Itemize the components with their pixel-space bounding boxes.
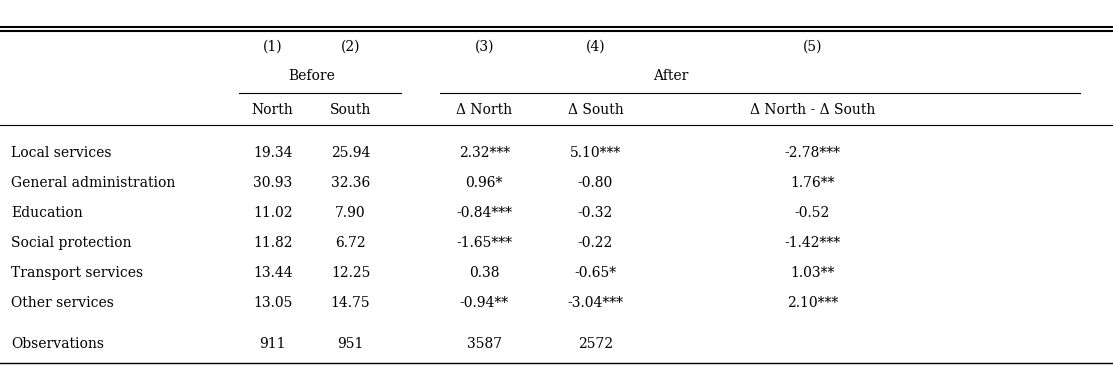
Text: 11.02: 11.02 [253, 206, 293, 220]
Text: Before: Before [288, 68, 335, 83]
Text: 32.36: 32.36 [331, 176, 371, 190]
Text: Δ North: Δ North [456, 103, 512, 117]
Text: 1.76**: 1.76** [790, 176, 835, 190]
Text: -1.42***: -1.42*** [785, 236, 840, 250]
Text: 1.03**: 1.03** [790, 266, 835, 280]
Text: Social protection: Social protection [11, 236, 131, 250]
Text: 11.82: 11.82 [253, 236, 293, 250]
Text: 19.34: 19.34 [253, 146, 293, 160]
Text: 13.05: 13.05 [253, 296, 293, 310]
Text: Education: Education [11, 206, 82, 220]
Text: -0.32: -0.32 [578, 206, 613, 220]
Text: -0.80: -0.80 [578, 176, 613, 190]
Text: (3): (3) [474, 40, 494, 54]
Text: 25.94: 25.94 [331, 146, 371, 160]
Text: 6.72: 6.72 [335, 236, 366, 250]
Text: 2.10***: 2.10*** [787, 296, 838, 310]
Text: (5): (5) [802, 40, 823, 54]
Text: -1.65***: -1.65*** [456, 236, 512, 250]
Text: 7.90: 7.90 [335, 206, 366, 220]
Text: Transport services: Transport services [11, 266, 144, 280]
Text: 14.75: 14.75 [331, 296, 371, 310]
Text: 12.25: 12.25 [331, 266, 371, 280]
Text: -2.78***: -2.78*** [785, 146, 840, 160]
Text: -0.84***: -0.84*** [456, 206, 512, 220]
Text: 2572: 2572 [578, 337, 613, 351]
Text: (2): (2) [341, 40, 361, 54]
Text: General administration: General administration [11, 176, 176, 190]
Text: -3.04***: -3.04*** [568, 296, 623, 310]
Text: 3587: 3587 [466, 337, 502, 351]
Text: South: South [329, 103, 372, 117]
Text: -0.65*: -0.65* [574, 266, 617, 280]
Text: 13.44: 13.44 [253, 266, 293, 280]
Text: 0.38: 0.38 [469, 266, 500, 280]
Text: (1): (1) [263, 40, 283, 54]
Text: 951: 951 [337, 337, 364, 351]
Text: Observations: Observations [11, 337, 105, 351]
Text: (4): (4) [585, 40, 605, 54]
Text: North: North [252, 103, 294, 117]
Text: 911: 911 [259, 337, 286, 351]
Text: 0.96*: 0.96* [465, 176, 503, 190]
Text: Other services: Other services [11, 296, 114, 310]
Text: 5.10***: 5.10*** [570, 146, 621, 160]
Text: -0.94**: -0.94** [460, 296, 509, 310]
Text: -0.22: -0.22 [578, 236, 613, 250]
Text: 2.32***: 2.32*** [459, 146, 510, 160]
Text: After: After [653, 68, 688, 83]
Text: -0.52: -0.52 [795, 206, 830, 220]
Text: Local services: Local services [11, 146, 111, 160]
Text: Δ North - Δ South: Δ North - Δ South [750, 103, 875, 117]
Text: Δ South: Δ South [568, 103, 623, 117]
Text: 30.93: 30.93 [253, 176, 293, 190]
